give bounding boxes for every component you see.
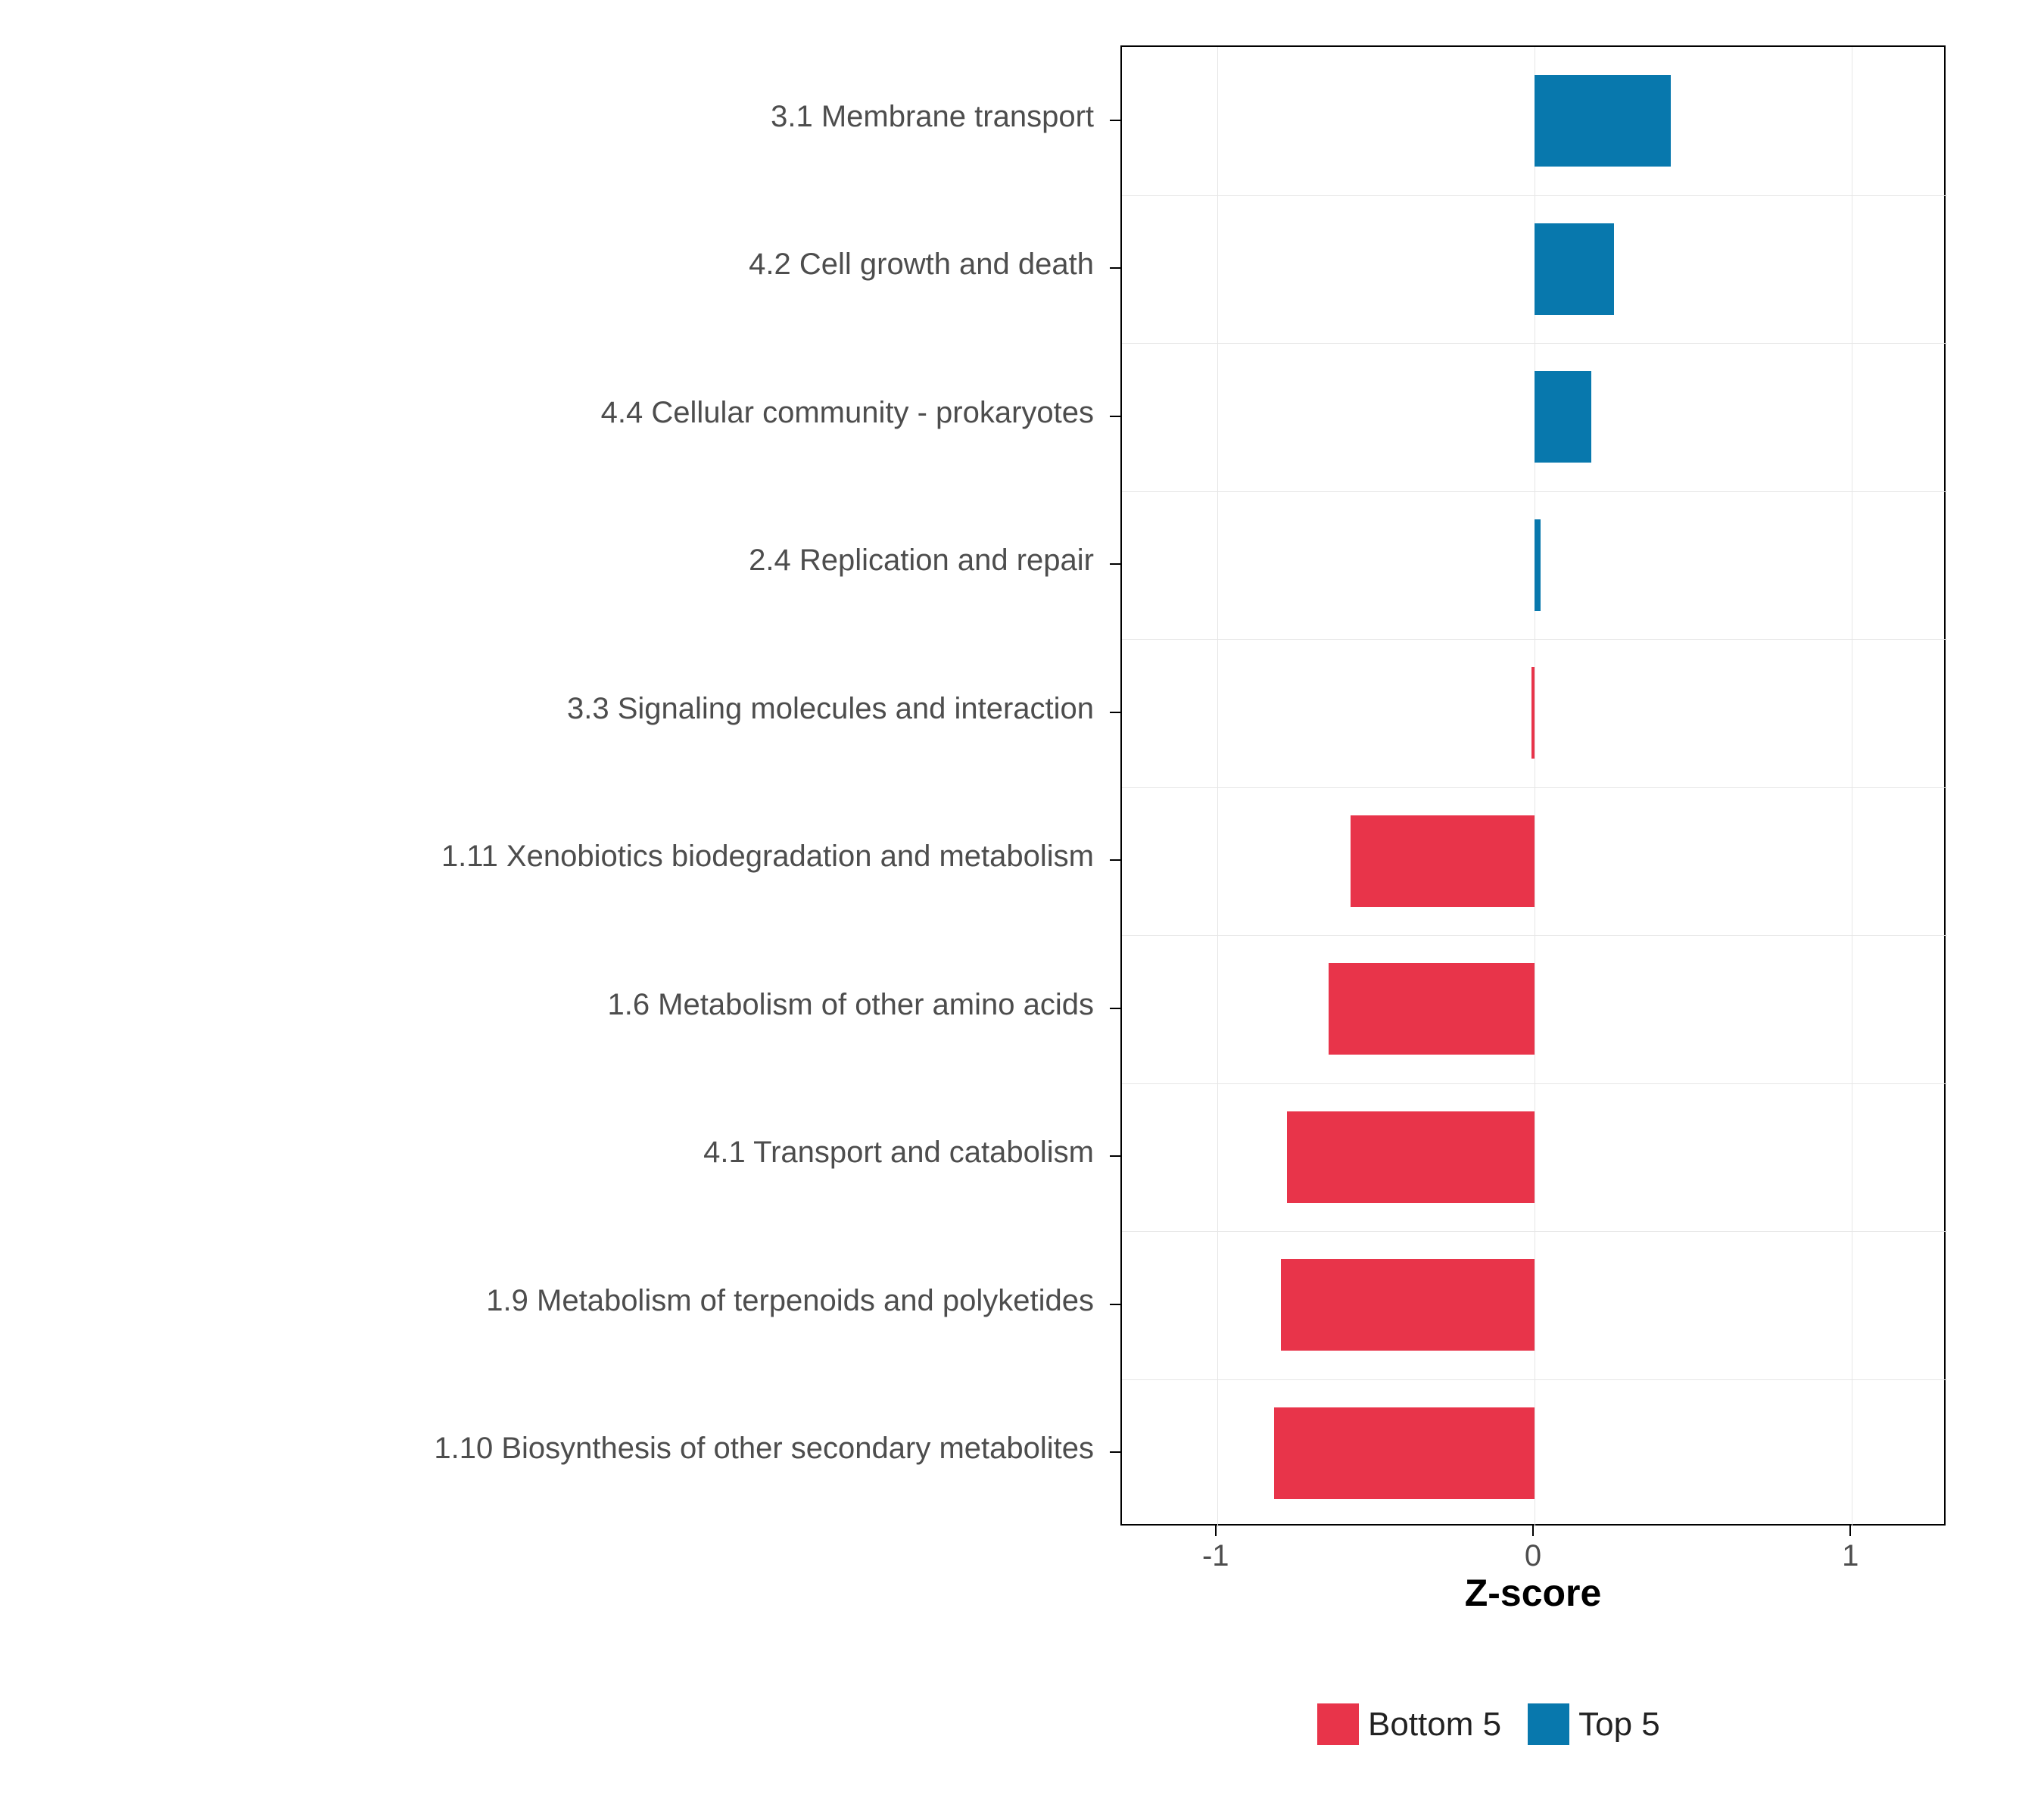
gridline-horizontal <box>1122 787 1947 788</box>
chart-container: 3.1 Membrane transport 4.2 Cell growth an… <box>0 0 2044 1817</box>
gridline-horizontal <box>1122 1231 1947 1232</box>
x-axis-tick-label-1: 1 <box>1820 1539 1880 1573</box>
bar-4-4-cellular-community-prokaryotes[interactable] <box>1535 371 1591 463</box>
y-axis-tick <box>1110 120 1120 121</box>
x-axis-tick--1 <box>1215 1526 1217 1536</box>
gridline-horizontal <box>1122 491 1947 492</box>
legend-item-top5: Top 5 <box>1528 1703 1660 1745</box>
y-axis-tick <box>1110 1304 1120 1305</box>
category-label-6: 1.6 Metabolism of other amino acids <box>23 988 1105 1022</box>
y-axis-tick <box>1110 1008 1120 1009</box>
category-label-8: 1.9 Metabolism of terpenoids and polyket… <box>23 1284 1105 1318</box>
bar-2-4-replication-and-repair[interactable] <box>1535 519 1541 611</box>
chart-legend: Bottom 5 Top 5 <box>1317 1703 1660 1745</box>
gridline-horizontal <box>1122 1379 1947 1380</box>
category-label-3: 2.4 Replication and repair <box>23 544 1105 578</box>
gridline-horizontal <box>1122 1083 1947 1084</box>
x-axis-tick-label--1: -1 <box>1186 1539 1246 1573</box>
category-label-4: 3.3 Signaling molecules and interaction <box>23 692 1105 726</box>
y-axis-tick <box>1110 267 1120 269</box>
legend-swatch-bottom5 <box>1317 1703 1359 1745</box>
category-label-2: 4.4 Cellular community - prokaryotes <box>23 396 1105 430</box>
gridline-horizontal <box>1122 935 1947 936</box>
gridline-horizontal <box>1122 639 1947 640</box>
legend-swatch-top5 <box>1528 1703 1569 1745</box>
bar-3-3-signaling-molecules-and-interaction[interactable] <box>1531 667 1535 759</box>
bar-4-1-transport-and-catabolism[interactable] <box>1287 1111 1535 1203</box>
y-axis-tick <box>1110 416 1120 417</box>
y-axis-tick <box>1110 1451 1120 1453</box>
gridline-horizontal <box>1122 343 1947 344</box>
category-label-0: 3.1 Membrane transport <box>23 100 1105 134</box>
bar-1-9-metabolism-of-terpenoids-and-polyketides[interactable] <box>1281 1259 1535 1351</box>
legend-label-bottom5: Bottom 5 <box>1368 1706 1501 1744</box>
bar-4-2-cell-growth-and-death[interactable] <box>1535 223 1614 315</box>
y-axis-tick <box>1110 1155 1120 1157</box>
category-label-1: 4.2 Cell growth and death <box>23 248 1105 282</box>
x-axis-tick-label-0: 0 <box>1503 1539 1563 1573</box>
category-label-5: 1.11 Xenobiotics biodegradation and meta… <box>23 840 1105 874</box>
bar-1-6-metabolism-of-other-amino-acids[interactable] <box>1329 963 1535 1055</box>
x-axis-tick-0 <box>1532 1526 1534 1536</box>
gridline-horizontal <box>1122 195 1947 196</box>
x-axis-title: Z-score <box>1120 1571 1946 1615</box>
category-label-9: 1.10 Biosynthesis of other secondary met… <box>23 1432 1105 1466</box>
y-axis-tick <box>1110 563 1120 565</box>
x-axis-tick-1 <box>1849 1526 1851 1536</box>
plot-area <box>1120 45 1946 1526</box>
category-label-7: 4.1 Transport and catabolism <box>23 1136 1105 1170</box>
bar-3-1-membrane-transport[interactable] <box>1535 75 1671 167</box>
y-axis-tick <box>1110 712 1120 713</box>
y-axis-tick <box>1110 859 1120 861</box>
bar-1-10-biosynthesis-of-other-secondary-metabolites[interactable] <box>1274 1407 1535 1499</box>
bar-1-11-xenobiotics-biodegradation-and-metabolism[interactable] <box>1351 815 1535 907</box>
legend-item-bottom5: Bottom 5 <box>1317 1703 1501 1745</box>
legend-label-top5: Top 5 <box>1578 1706 1660 1744</box>
